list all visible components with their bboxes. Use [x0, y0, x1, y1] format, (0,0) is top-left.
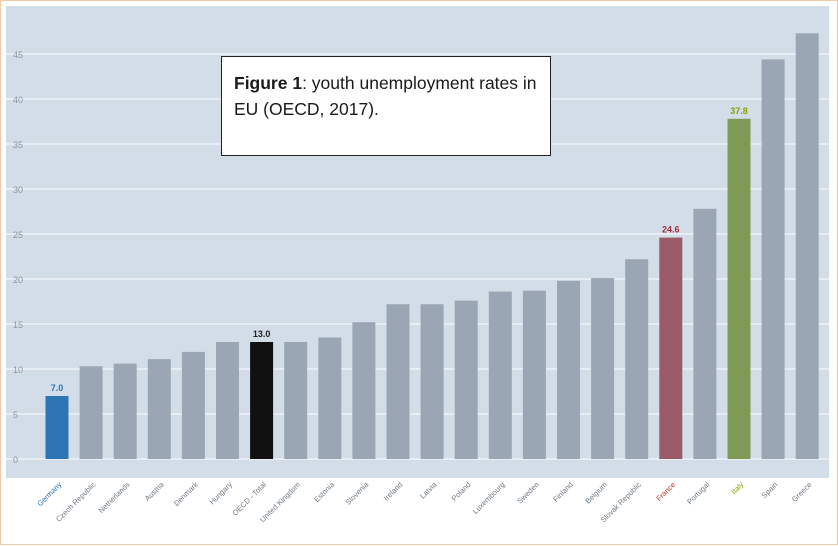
y-tick-label: 25 [13, 230, 23, 240]
x-tick-label: Estonia [312, 479, 337, 504]
x-tick-label: Germany [35, 480, 63, 508]
bar [216, 342, 239, 459]
bar [522, 290, 546, 459]
x-tick-label: Spain [760, 480, 780, 500]
x-tick-label: Hungary [207, 480, 234, 507]
y-tick-label: 20 [13, 275, 23, 285]
x-tick-label: Greece [790, 480, 814, 504]
y-tick-label: 15 [13, 320, 23, 330]
x-tick-label: Poland [450, 480, 473, 503]
bar [727, 118, 751, 460]
y-tick-label: 10 [13, 365, 23, 375]
bar [761, 59, 785, 460]
x-tick-label: Austria [143, 479, 166, 502]
y-tick-label: 5 [13, 410, 18, 420]
x-tick-label: Belgium [583, 480, 609, 506]
data-label: 13.0 [253, 329, 271, 339]
bar [113, 363, 137, 459]
x-tick-label: Slovenia [344, 479, 371, 506]
y-tick-label: 45 [13, 50, 23, 60]
bar [693, 208, 717, 459]
bar [591, 278, 615, 459]
caption-text: : youth unemployment rates in EU (OECD, … [234, 73, 537, 119]
figure-caption-box: Figure 1: youth unemployment rates in EU… [221, 56, 551, 156]
data-label: 7.0 [51, 383, 64, 393]
bar [795, 33, 819, 460]
y-tick-label: 30 [13, 185, 23, 195]
bar [625, 259, 649, 459]
x-tick-label: Italy [729, 480, 745, 496]
x-tick-label: France [654, 480, 677, 503]
bar [45, 396, 69, 459]
bar [352, 322, 376, 459]
y-tick-label: 0 [13, 455, 18, 465]
caption-bold: Figure 1 [234, 73, 303, 93]
x-tick-label: Finland [551, 480, 575, 504]
data-label: 37.8 [730, 106, 748, 116]
x-tick-label: Portugal [685, 480, 711, 506]
bar [181, 351, 205, 459]
bar [284, 342, 308, 459]
bar [420, 304, 444, 459]
bar [454, 300, 478, 459]
x-tick-label: Ireland [382, 480, 405, 503]
bar [488, 291, 512, 459]
data-label: 24.6 [662, 225, 680, 235]
bar [250, 342, 274, 459]
x-tick-label: Sweden [515, 480, 541, 506]
bar [659, 237, 683, 459]
y-tick-label: 40 [13, 95, 23, 105]
y-tick-label: 35 [13, 140, 23, 150]
x-tick-label: Luxembourg [471, 480, 507, 516]
bar [386, 304, 410, 459]
bar [318, 337, 342, 459]
bar [79, 366, 103, 459]
x-tick-label: Latvia [418, 479, 439, 500]
bar [557, 280, 580, 459]
x-tick-label: Netherlands [97, 480, 132, 515]
x-tick-label: Denmark [172, 480, 200, 508]
bar [147, 359, 171, 459]
